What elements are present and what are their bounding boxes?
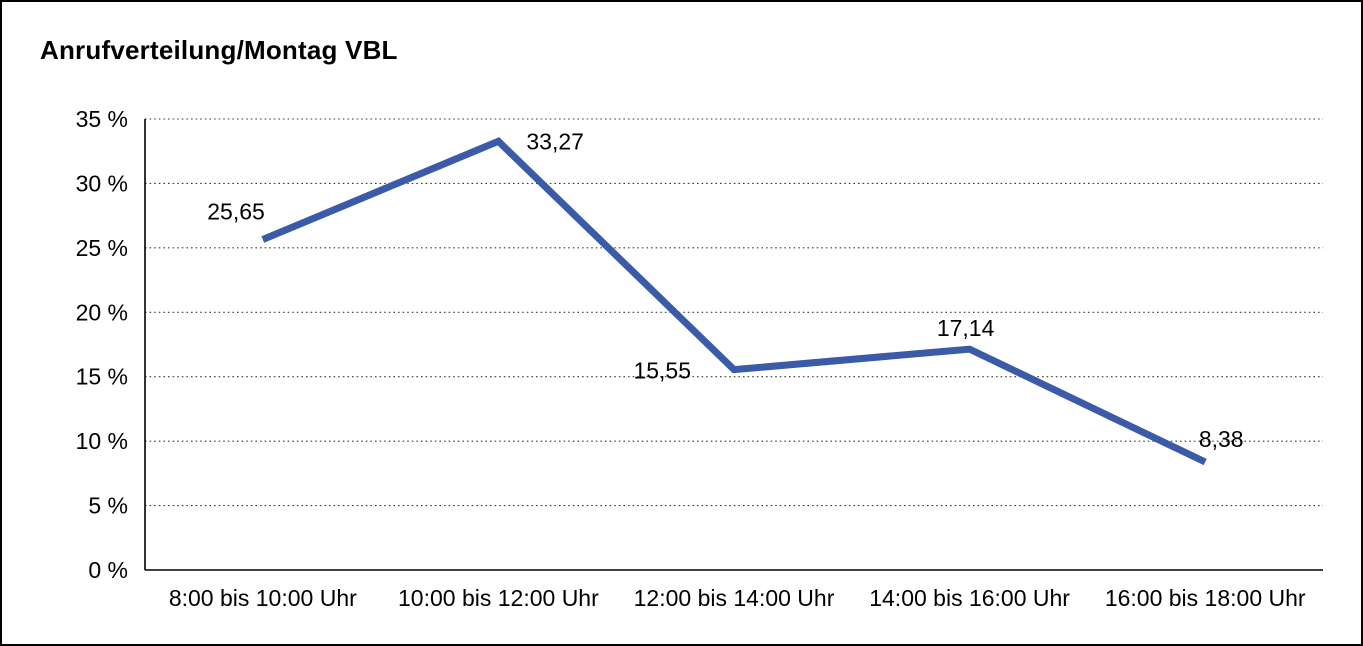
y-axis-tick-label: 0 % [88,557,128,583]
x-axis-category-label: 8:00 bis 10:00 Uhr [169,585,357,611]
y-axis-tick-label: 30 % [76,170,128,196]
x-axis-category-label: 16:00 bis 18:00 Uhr [1105,585,1306,611]
y-axis-tick-label: 10 % [76,428,128,454]
data-point-label: 15,55 [633,358,691,384]
x-axis-category-label: 14:00 bis 16:00 Uhr [869,585,1070,611]
y-axis-tick-label: 35 % [76,106,128,132]
y-axis-tick-label: 5 % [88,493,128,519]
chart-title: Anrufverteilung/Montag VBL [40,35,398,65]
data-point-label: 8,38 [1199,426,1244,452]
y-axis-tick-label: 25 % [76,235,128,261]
data-point-label: 17,14 [937,315,995,341]
y-axis-tick-label: 15 % [76,364,128,390]
data-point-label: 25,65 [207,198,265,224]
data-point-label: 33,27 [526,128,584,154]
y-axis-tick-label: 20 % [76,299,128,325]
data-line [261,137,1207,466]
x-axis-category-label: 12:00 bis 14:00 Uhr [634,585,835,611]
x-axis-category-label: 10:00 bis 12:00 Uhr [398,585,599,611]
